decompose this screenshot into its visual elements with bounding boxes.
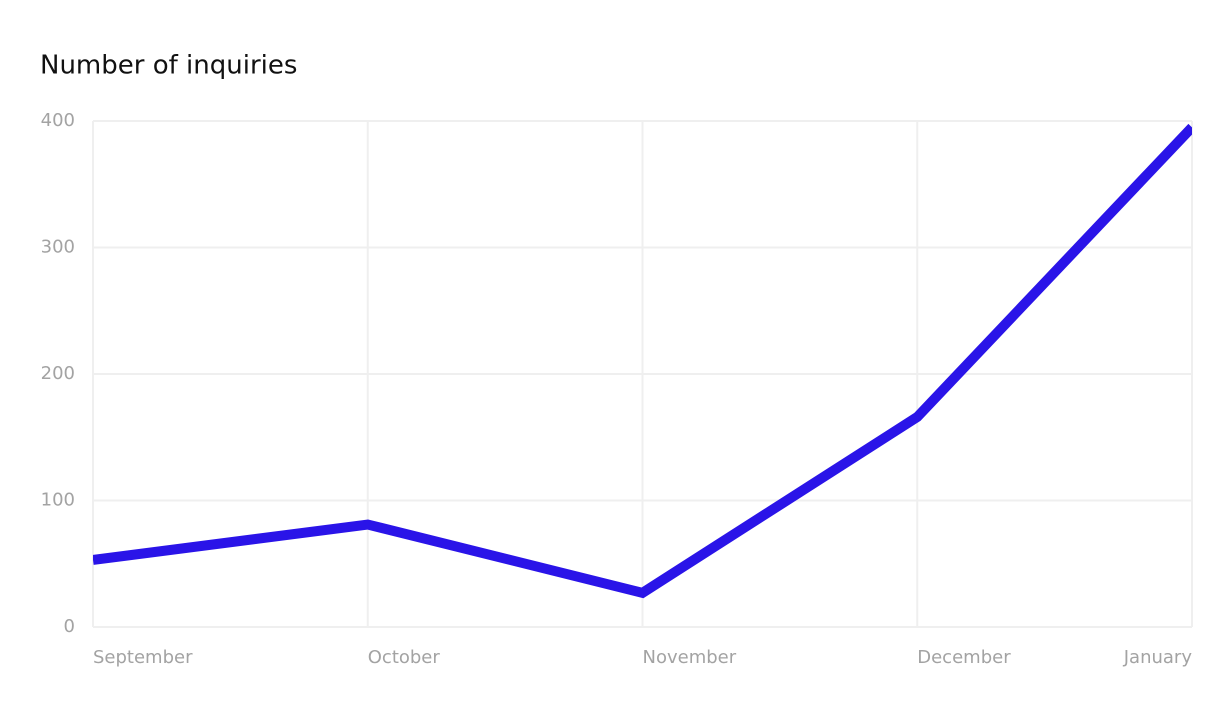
x-tick-label: December — [917, 647, 1011, 668]
y-tick-label: 0 — [64, 616, 75, 637]
x-tick-label: January — [1123, 647, 1193, 668]
x-tick-label: September — [93, 647, 193, 668]
y-tick-label: 200 — [41, 363, 75, 384]
y-tick-label: 400 — [41, 110, 75, 131]
chart-title: Number of inquiries — [40, 51, 297, 81]
x-tick-label: November — [643, 647, 737, 668]
y-tick-label: 100 — [41, 490, 75, 511]
y-tick-label: 300 — [41, 237, 75, 258]
line — [93, 123, 1192, 599]
x-tick-label: October — [368, 647, 441, 668]
